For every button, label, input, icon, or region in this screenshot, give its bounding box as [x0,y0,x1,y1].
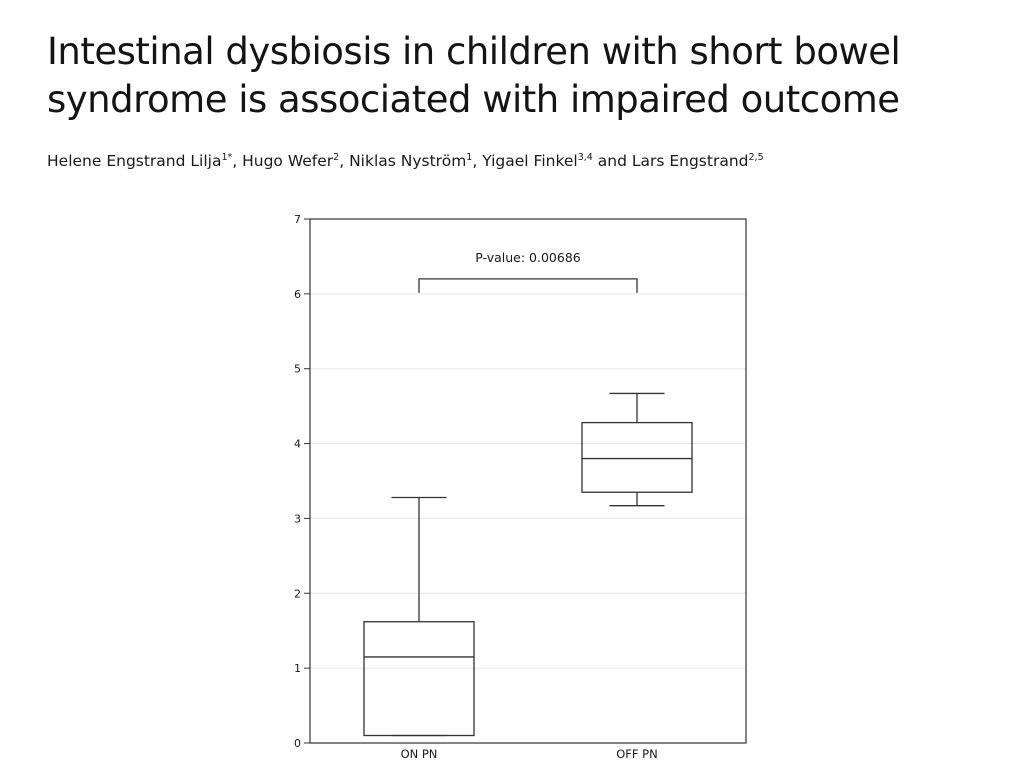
author-separator: , [472,152,483,170]
author-separator: , [339,152,350,170]
x-category-label: ON PN [401,747,438,761]
p-value-annotation: P-value: 0.00686 [475,250,581,265]
iqr-box [363,621,475,737]
author-name: Hugo Wefer [242,152,334,170]
author-name: Niklas Nyström [349,152,467,170]
plot-frame [309,218,747,744]
author-affiliation: 2 [333,152,340,163]
significance-bracket [418,278,638,293]
article-title: Intestinal dysbiosis in children with sh… [47,28,1007,124]
y-tick-label: 1 [294,662,301,675]
author-affiliation: 1* [221,152,233,163]
author-affiliation: 1 [466,152,473,163]
iqr-box [581,421,693,493]
author-name: Lars Engstrand [631,152,749,170]
title-line-1: Intestinal dysbiosis in children with sh… [47,30,901,73]
author-separator: , [232,152,243,170]
author-name: Yigael Finkel [482,152,578,170]
y-tick-label: 2 [294,587,301,600]
author-affiliation: 2,5 [748,152,764,163]
title-line-2: syndrome is associated with impaired out… [47,78,900,121]
y-tick-label: 6 [294,288,301,301]
author-separator: and [592,152,632,170]
author-affiliation: 3,4 [577,152,593,163]
x-category-label: OFF PN [616,747,657,761]
y-tick-label: 0 [294,737,301,750]
y-tick-label: 4 [294,438,301,451]
author-name: Helene Engstrand Lilja [47,152,222,170]
author-list: Helene Engstrand Lilja1*, Hugo Wefer2, N… [47,152,1007,170]
y-tick-label: 7 [294,213,301,226]
y-tick-label: 5 [294,363,301,376]
y-tick-label: 3 [294,512,301,525]
